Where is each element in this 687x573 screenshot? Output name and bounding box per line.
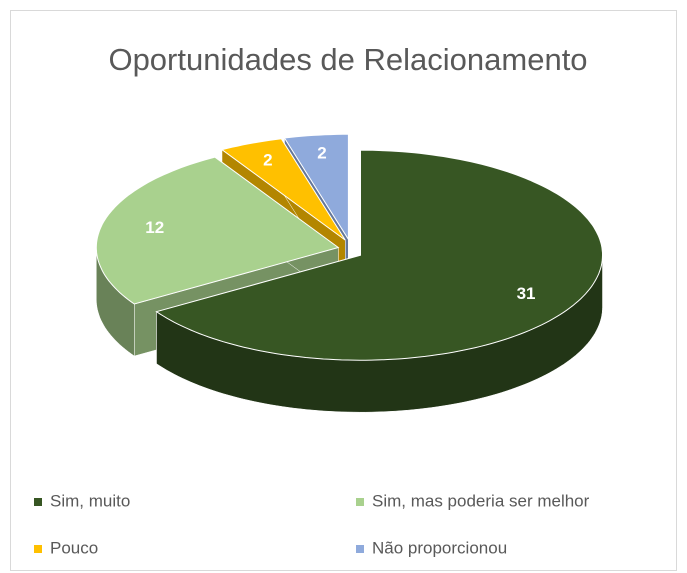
chart-title: Oportunidades de Relacionamento (108, 42, 587, 77)
legend-marker (356, 498, 364, 506)
pie: 31 12 2 2 (95, 133, 603, 413)
slice (220, 138, 346, 241)
legend-marker (356, 545, 364, 553)
slice (155, 149, 603, 361)
data-label: 12 (145, 218, 164, 237)
slice (95, 156, 340, 305)
data-label: 31 (517, 284, 536, 303)
data-label: 2 (317, 143, 326, 162)
legend-label: Não proporcionou (372, 538, 507, 557)
slice (283, 133, 349, 242)
data-label: 2 (263, 150, 272, 169)
legend-label: Sim, mas poderia ser melhor (372, 491, 590, 510)
legend-marker (34, 498, 42, 506)
legend-label: Sim, muito (50, 491, 130, 510)
legend: Sim, muito Sim, mas poderia ser melhor Pou… (34, 491, 590, 557)
legend-marker (34, 545, 42, 553)
legend-label: Pouco (50, 538, 98, 557)
